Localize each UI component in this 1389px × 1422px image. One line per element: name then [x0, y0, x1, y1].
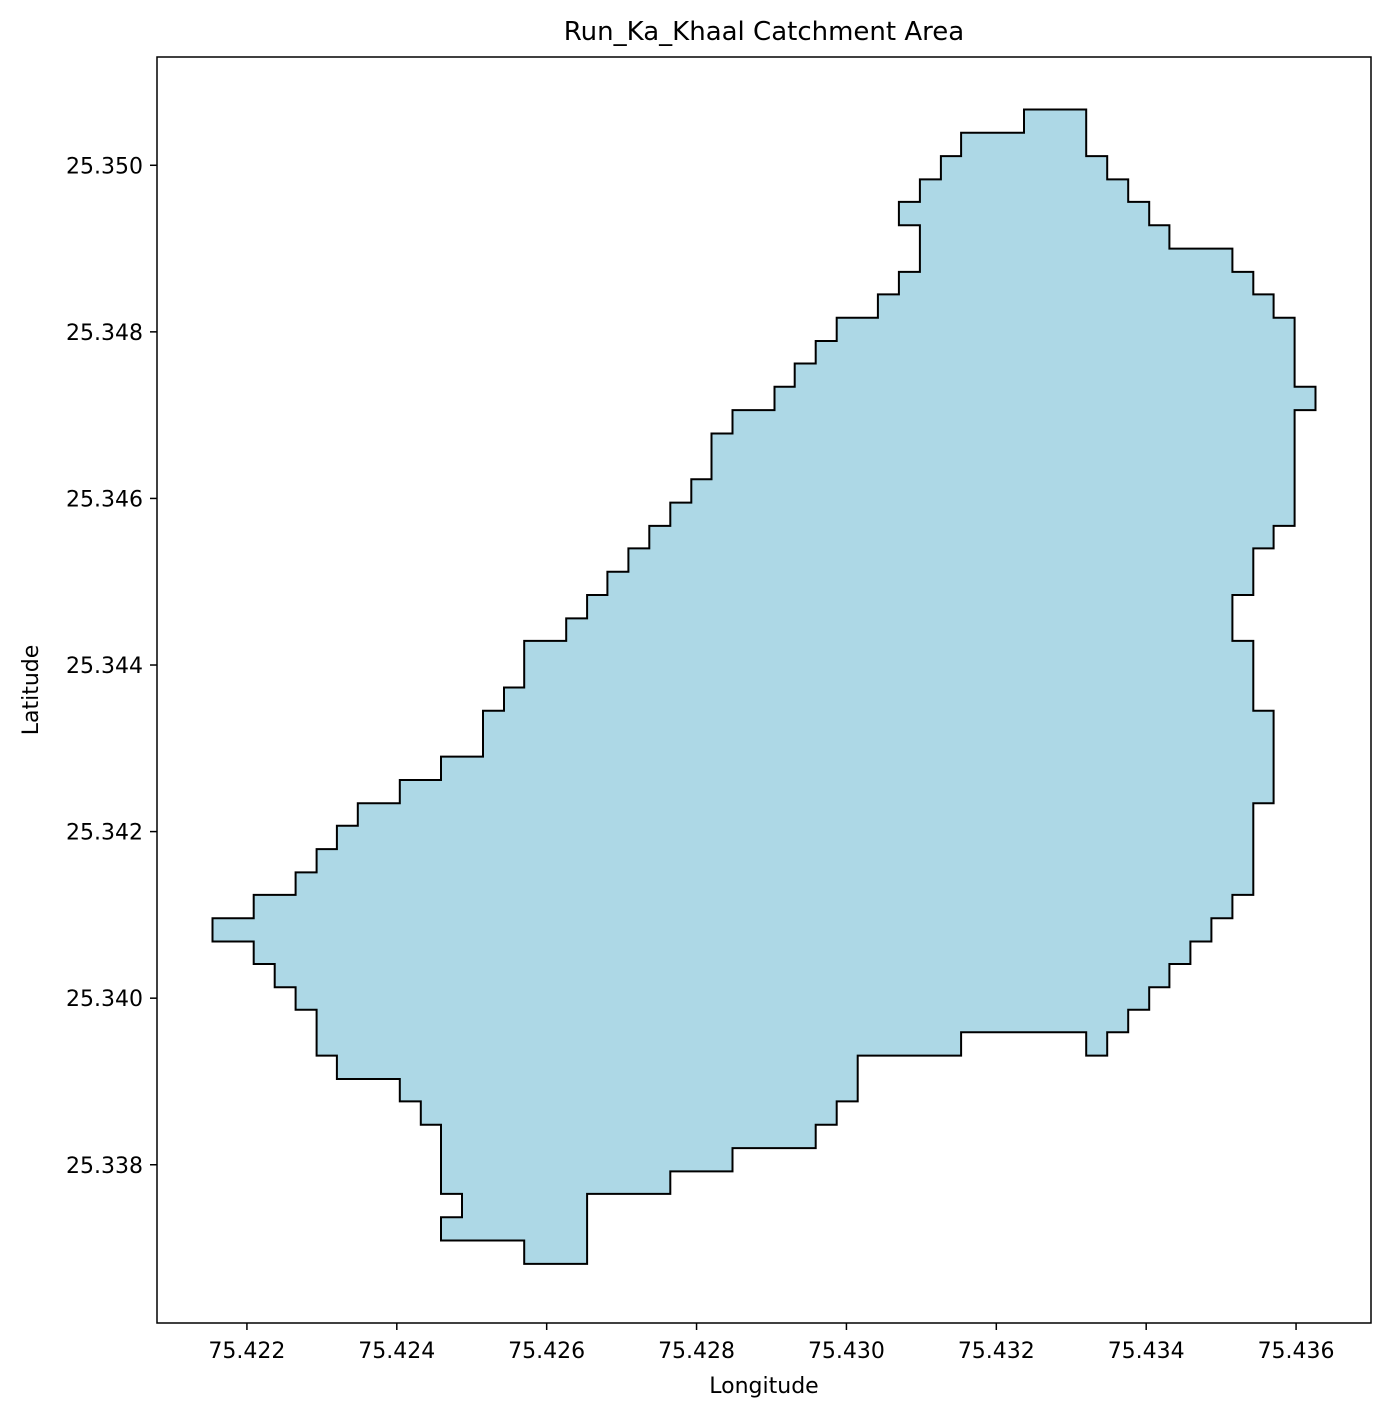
y-tick-label: 25.346	[66, 487, 143, 512]
axes-frame	[156, 56, 1372, 1324]
x-tick-label: 75.426	[508, 1339, 585, 1364]
x-axis-label: Longitude	[709, 1374, 818, 1399]
y-tick-label: 25.338	[66, 1154, 143, 1179]
x-tick-label: 75.422	[208, 1339, 285, 1364]
y-tick-label: 25.348	[66, 321, 143, 346]
x-tick-label: 75.424	[358, 1339, 435, 1364]
x-axis-ticks: 75.422 75.424 75.426 75.428 75.430 75.432 75.4…	[208, 1323, 1335, 1364]
plot-area	[211, 108, 1317, 1265]
x-tick-label: 75.434	[1108, 1339, 1185, 1364]
y-tick-label: 25.340	[66, 987, 143, 1012]
y-axis-label: Latitude	[19, 645, 44, 736]
x-tick-label: 75.430	[808, 1339, 885, 1364]
x-tick-label: 75.436	[1258, 1339, 1335, 1364]
chart-title: Run_Ka_Khaal Catchment Area	[564, 17, 964, 47]
y-tick-label: 25.344	[66, 654, 143, 679]
y-tick-label: 25.350	[66, 154, 143, 179]
x-tick-label: 75.428	[658, 1339, 735, 1364]
y-tick-label: 25.342	[66, 821, 143, 846]
catchment-polygon	[211, 108, 1317, 1265]
y-axis-ticks: 25.338 25.340 25.342 25.344 25.346 25.348 25.3…	[66, 154, 157, 1179]
x-tick-label: 75.432	[958, 1339, 1035, 1364]
